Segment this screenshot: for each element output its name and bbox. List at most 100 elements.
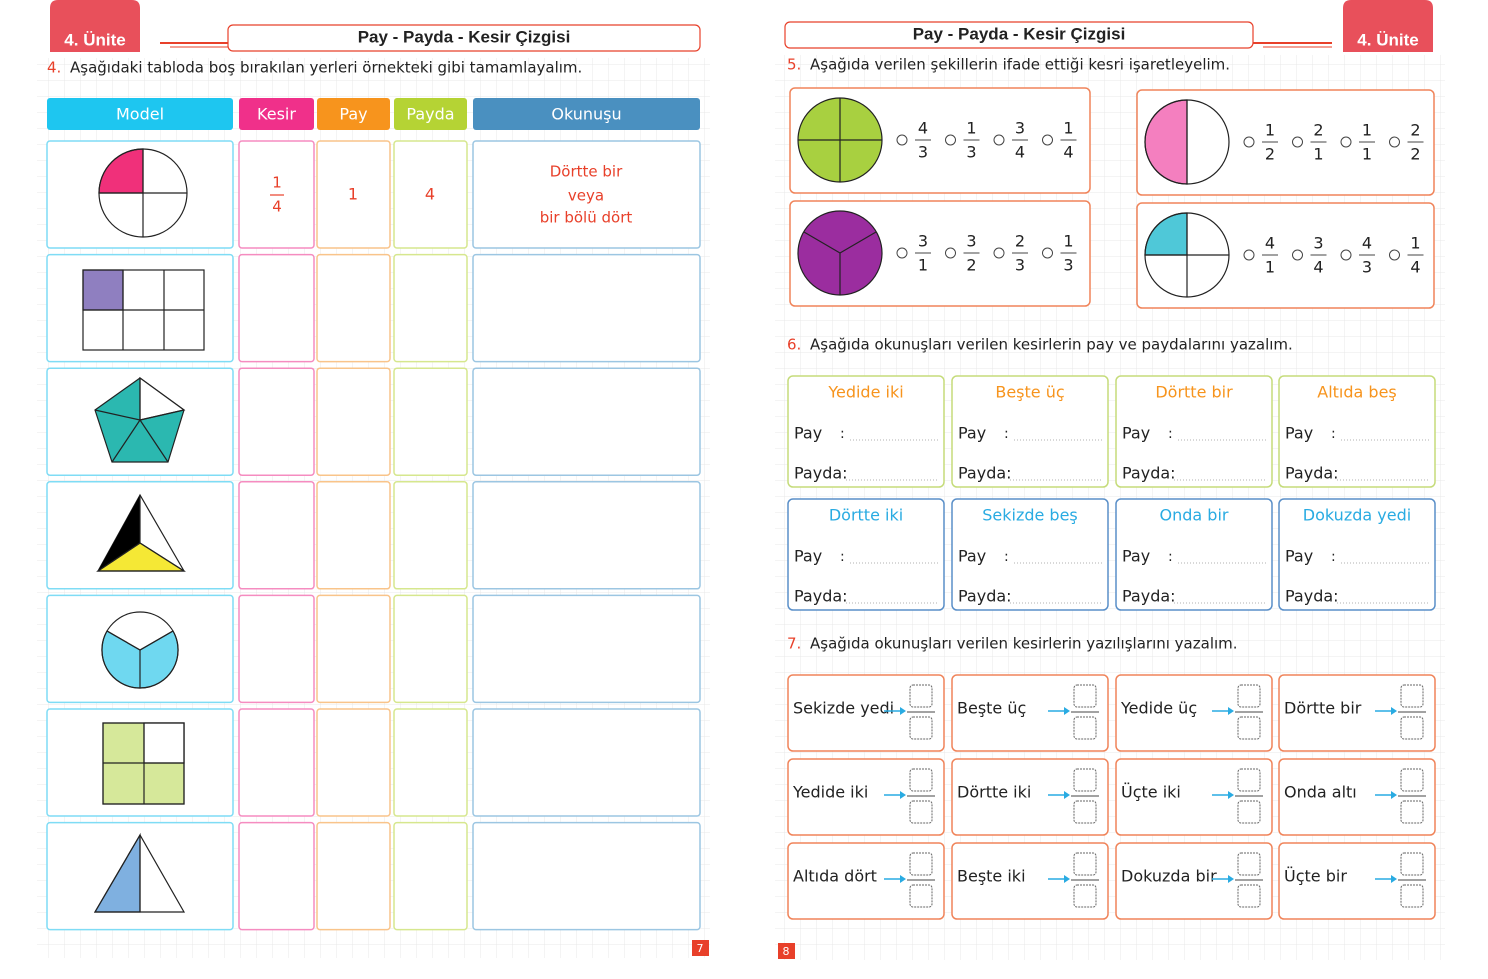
box	[472, 253, 701, 363]
denominator: 4	[1063, 143, 1073, 162]
card-title: Altıda beş	[1317, 383, 1397, 402]
answer-box	[1237, 684, 1261, 708]
instruction: Aşağıda okunuşları verilen kesirlerin pa…	[810, 336, 1293, 354]
arrow-head	[1064, 875, 1070, 883]
numerator: 3	[1313, 234, 1323, 253]
answer-box	[1400, 884, 1424, 908]
page-number: 8	[783, 945, 790, 958]
option-bubble	[1292, 136, 1303, 148]
card-reading: Beşte iki	[957, 867, 1026, 886]
box	[238, 708, 315, 817]
option-bubble	[1243, 136, 1255, 148]
option-bubble	[1389, 249, 1400, 261]
reading: bir bölü dört	[540, 209, 633, 227]
option-bubble	[1340, 249, 1352, 261]
denominator: 2	[1410, 145, 1420, 164]
header-banner	[784, 21, 1254, 49]
payda-label: Payda:	[958, 587, 1012, 606]
box	[316, 821, 391, 931]
box	[787, 498, 945, 611]
option-bubble	[993, 134, 1005, 146]
box	[316, 708, 391, 817]
models	[82, 148, 205, 913]
card-title: Beşte üç	[995, 383, 1064, 402]
box	[951, 674, 1109, 752]
box	[787, 842, 945, 920]
option-bubble	[896, 134, 908, 146]
card-reading: Yedide üç	[1120, 699, 1197, 718]
numerator: 2	[1015, 232, 1025, 251]
option-bubble	[945, 247, 956, 259]
column-header: Okunuşu	[551, 105, 621, 124]
box	[46, 140, 234, 249]
denominator: 3	[918, 143, 928, 162]
numerator: 1	[272, 174, 282, 192]
page-number-bg	[692, 940, 709, 956]
answer-box	[1400, 800, 1424, 824]
numerator: 1	[1265, 121, 1275, 140]
box	[238, 253, 315, 363]
box	[472, 481, 701, 590]
card-reading: Dörtte iki	[957, 783, 1031, 802]
option-bubble	[993, 247, 1005, 259]
box	[472, 367, 701, 476]
answer-box	[1073, 884, 1097, 908]
box	[1136, 202, 1435, 309]
column-header: Kesir	[257, 105, 296, 124]
option-bubble	[896, 247, 908, 259]
denominator: 3	[966, 143, 976, 162]
pay-label: Pay	[1122, 547, 1150, 566]
payda-label: Payda:	[794, 587, 848, 606]
box	[47, 98, 233, 130]
arrow-head	[1064, 791, 1070, 799]
box	[472, 140, 701, 249]
option-bubble	[1042, 134, 1053, 146]
numerator: 3	[918, 232, 928, 251]
payda-label: Payda:	[1122, 464, 1176, 483]
answer-box	[1400, 716, 1424, 740]
box	[1115, 842, 1273, 920]
denominator: 4	[1410, 258, 1420, 277]
fraction-model	[1144, 99, 1230, 185]
unit-tab-label: 4. Ünite	[1357, 30, 1418, 49]
payda-label: Payda:	[1285, 464, 1339, 483]
pay-label: Pay	[1122, 424, 1150, 443]
answer-box	[909, 852, 933, 876]
pay-label: Pay	[794, 547, 822, 566]
card-title: Dörtte iki	[829, 506, 903, 525]
card-reading: Altıda dört	[793, 867, 877, 886]
option-bubble	[1389, 136, 1400, 148]
box	[238, 821, 315, 931]
option-bubble	[1042, 247, 1053, 259]
instruction: Aşağıda verilen şekillerin ifade ettiği …	[810, 56, 1230, 74]
numerator: 3	[1015, 119, 1025, 138]
header-title: Pay - Payda - Kesir Çizgisi	[913, 24, 1126, 43]
denominator: 2	[966, 256, 976, 275]
box	[316, 367, 391, 476]
box	[393, 708, 468, 817]
box	[1115, 758, 1273, 836]
box	[393, 367, 468, 476]
box	[393, 481, 468, 590]
box	[951, 842, 1109, 920]
box	[46, 253, 234, 363]
numerator: 2	[1313, 121, 1323, 140]
answer-box	[1237, 800, 1261, 824]
answer-box	[1400, 684, 1424, 708]
card-title: Onda bir	[1160, 506, 1229, 525]
box	[473, 98, 700, 130]
arrow-head	[1228, 791, 1234, 799]
box	[1115, 375, 1273, 488]
numerator: 1	[1063, 119, 1073, 138]
box	[787, 375, 945, 488]
page-number: 7	[697, 942, 704, 955]
answer-box	[1073, 684, 1097, 708]
instruction: Aşağıda okunuşları verilen kesirlerin ya…	[810, 635, 1238, 653]
denominator: 3	[1015, 256, 1025, 275]
exercise-number: 4.	[47, 59, 61, 77]
separator: :	[1004, 426, 1009, 442]
answer-box	[1237, 884, 1261, 908]
payda-label: Payda:	[1285, 587, 1339, 606]
separator: :	[1331, 426, 1336, 442]
box	[472, 708, 701, 817]
